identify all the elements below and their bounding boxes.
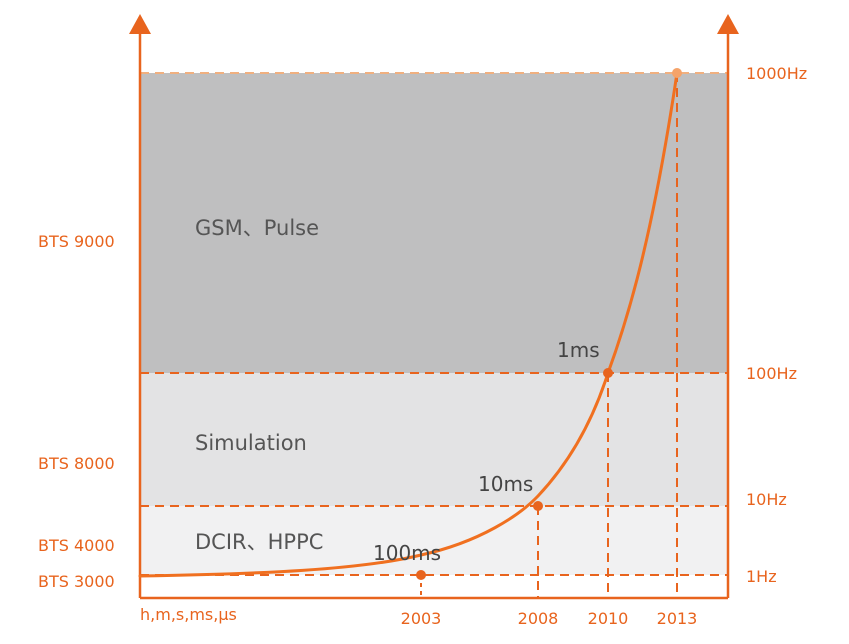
year-label-2010: 2010 [588, 609, 629, 628]
speed-label-100ms: 100ms [373, 541, 441, 565]
band-simulation [140, 373, 728, 506]
milestone-point-2013 [672, 68, 682, 78]
band-dcir-hppc [140, 506, 728, 575]
frequency-label-1hz: 1Hz [746, 567, 777, 586]
frequency-label-100hz: 100Hz [746, 364, 797, 383]
milestone-point-2003 [416, 570, 426, 580]
frequency-label-10hz: 10Hz [746, 490, 787, 509]
left-axis-arrow-icon [129, 14, 151, 34]
year-label-2013: 2013 [657, 609, 698, 628]
band-gsm-pulse [140, 73, 728, 373]
speed-label-10ms: 10ms [478, 472, 533, 496]
frequency-label-1000hz: 1000Hz [746, 64, 807, 83]
year-label-2003: 2003 [401, 609, 442, 628]
year-label-2008: 2008 [518, 609, 559, 628]
speed-label-1ms: 1ms [557, 338, 600, 362]
band-label-dcir-hppc: DCIR、HPPC [195, 530, 323, 554]
milestone-point-2010 [603, 368, 613, 378]
growth-curve [138, 71, 679, 578]
x-axis-unit-label: h,m,s,ms,μs [140, 605, 237, 624]
model-label-bts-3000: BTS 3000 [38, 572, 115, 591]
right-axis-arrow-icon [717, 14, 739, 34]
band-label-simulation: Simulation [195, 431, 307, 455]
model-label-bts-8000: BTS 8000 [38, 454, 115, 473]
model-label-bts-9000: BTS 9000 [38, 232, 115, 251]
band-label-gsm-pulse: GSM、Pulse [195, 216, 319, 240]
model-label-bts-4000: BTS 4000 [38, 536, 115, 555]
milestone-point-2008 [533, 501, 543, 511]
